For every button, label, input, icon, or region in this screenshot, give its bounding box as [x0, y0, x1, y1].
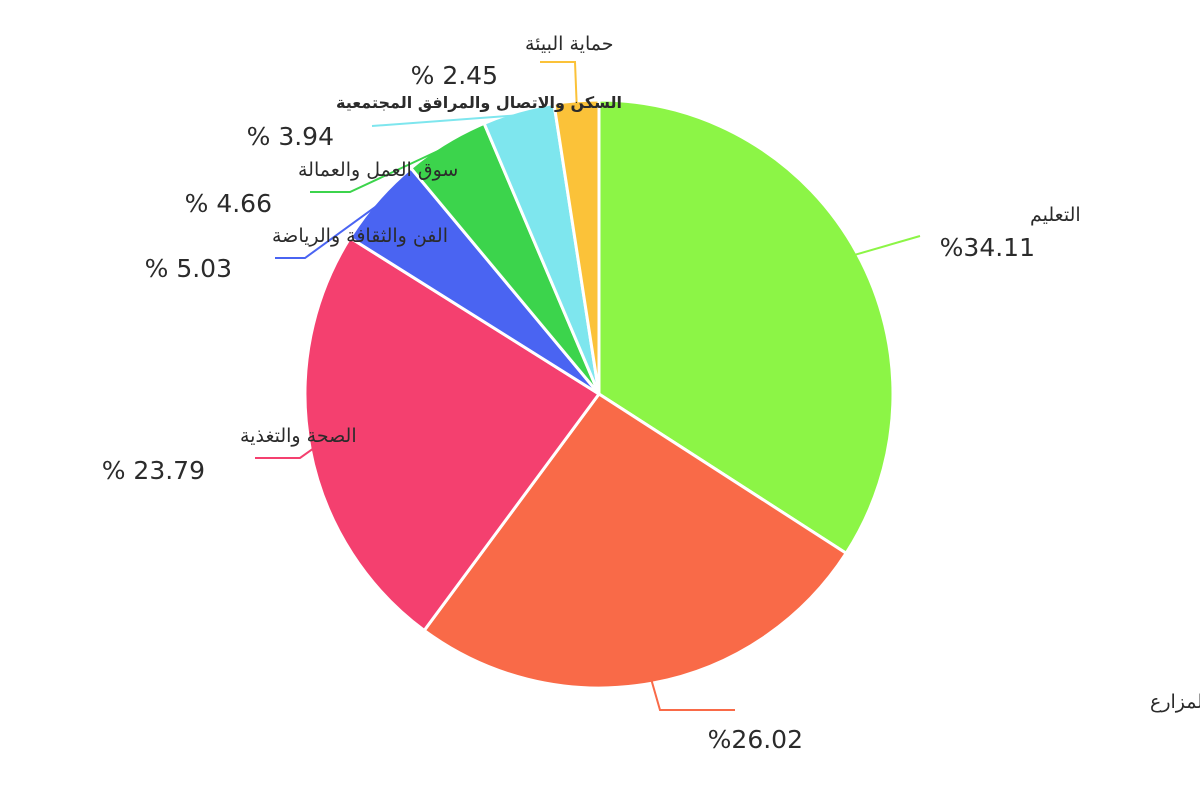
value-social-protection: %26.02 [708, 725, 803, 754]
value-housing: % 3.94 [247, 122, 334, 151]
label-labour: سوق العمل والعمالة [298, 159, 458, 181]
value-environment: % 2.45 [411, 61, 498, 90]
value-arts: % 5.03 [145, 254, 232, 283]
leader-line-arts [275, 202, 382, 259]
label-environment: حماية البيئة [525, 33, 614, 55]
value-education: %34.11 [940, 233, 1035, 262]
pie-slice-health [303, 235, 602, 633]
leader-lines [255, 61, 921, 711]
leader-line-education [853, 235, 921, 257]
leader-line-labour [310, 145, 449, 193]
label-arts: الفن والثقافة والرياضة [272, 225, 448, 247]
value-labour: % 4.66 [185, 189, 272, 218]
label-health: الصحة والتغذية [240, 425, 357, 447]
label-social-protection: الحماية الاجتماعية والدعم ومساعدة المزار… [1150, 691, 1200, 713]
leader-line-housing [371, 114, 520, 127]
leader-line-social-protection [650, 679, 735, 711]
slice-labels: التعليم %34.11 الحماية الاجتماعية والدعم… [102, 33, 1200, 754]
leader-line-health [255, 447, 315, 459]
pie-slices [303, 98, 895, 690]
label-housing: السكن والاتصال والمرافق المجتمعية [336, 93, 622, 112]
label-education: التعليم [1030, 204, 1081, 226]
value-health: % 23.79 [102, 456, 205, 485]
leader-line-environment [540, 61, 578, 105]
